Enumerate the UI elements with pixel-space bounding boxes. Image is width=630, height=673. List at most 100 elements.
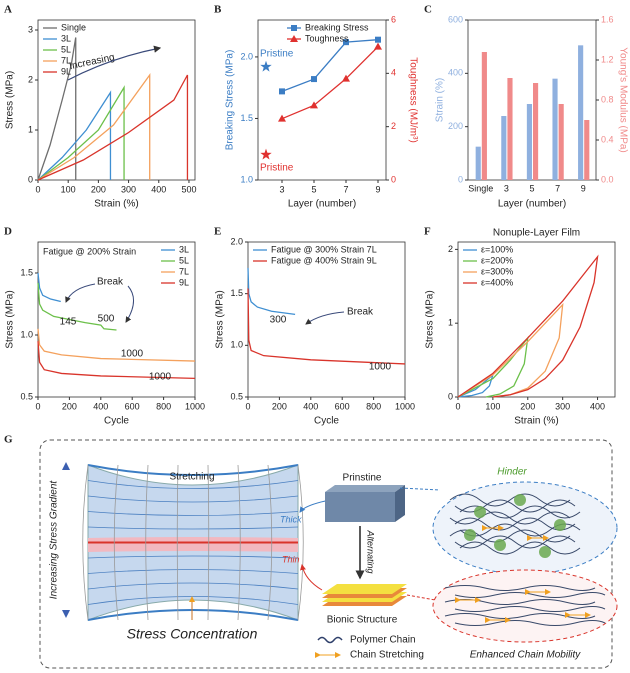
legend-label: 7L: [179, 266, 189, 276]
chart-panel: D 0.5 1.0 1.5 0 200 400 600 800 1000 Cycle Stress (…: [4, 226, 205, 427]
panel-label: B: [214, 4, 222, 16]
point: [375, 36, 381, 43]
chart-panel: C 0 200 400 600 0.0 0.4 0.8 1.2 1.6 Single 3 5 7 9 Laye…: [424, 4, 628, 210]
film-line: [87, 480, 299, 489]
panel-label: C: [424, 4, 432, 16]
legend-label: Single: [61, 22, 86, 32]
series-line: [457, 335, 529, 398]
legend-label: ε=300%: [481, 266, 513, 276]
chains: [444, 493, 606, 626]
x-tick-label: 1000: [185, 401, 205, 411]
y-tick-label: 200: [448, 121, 463, 131]
diagram-shape: [322, 584, 407, 594]
plot-frame: [457, 241, 616, 398]
y-tick-label: 0.5: [230, 391, 243, 401]
x-tick-label: 7: [555, 183, 560, 193]
panel-label: F: [424, 226, 431, 238]
concentration-label: Stress Concentration: [127, 626, 258, 642]
block-front: [325, 492, 395, 522]
panel-label: D: [4, 226, 12, 238]
film-vline: [82, 464, 89, 621]
polymer-chain-label: Polymer Chain: [350, 635, 416, 646]
arrow-head: [62, 610, 70, 618]
point: [310, 101, 318, 109]
point: [343, 39, 349, 46]
y2-tick-label: 2: [391, 121, 396, 131]
series-line: [37, 272, 61, 303]
crosslink: [474, 506, 486, 518]
mobility-label: Enhanced Chain Mobility: [470, 650, 582, 661]
y-tick-label: 1.0: [230, 340, 243, 350]
point: [342, 74, 350, 82]
hinder-label: Hinder: [497, 467, 527, 478]
x-axis-label: Strain (%): [94, 199, 138, 210]
arrow-head: [62, 462, 70, 470]
series-line: [37, 74, 189, 181]
legend-label: ε=100%: [481, 244, 513, 254]
y2-axis-label: Young's Modulus (MPa): [617, 47, 628, 152]
series-line: [37, 72, 151, 181]
bar: [584, 120, 590, 180]
x-tick-label: 3: [504, 183, 509, 193]
x-axis-label: Cycle: [314, 416, 339, 427]
film-vline: [145, 464, 149, 621]
crosslink: [464, 529, 476, 541]
bionic-label: Bionic Structure: [327, 615, 398, 626]
legend-label: ε=400%: [481, 277, 513, 287]
film-line: [87, 495, 299, 503]
legend-label: 9L: [179, 277, 189, 287]
x-tick-label: 0: [35, 184, 40, 194]
crosslink: [494, 539, 506, 551]
series-line: [281, 39, 379, 92]
film-line: [87, 464, 299, 476]
point: [311, 76, 317, 83]
y-tick-label: 1: [28, 124, 33, 134]
legend-label: 9L: [61, 66, 71, 76]
plot-frame: [37, 19, 196, 181]
x-tick-label: 9: [375, 184, 380, 194]
y-tick-label: 1.0: [20, 329, 33, 339]
pristine-label: Prinstine: [343, 473, 382, 484]
diagram-border: [39, 439, 613, 669]
film-vline: [267, 464, 273, 621]
y-tick-label: 0: [28, 174, 33, 184]
panel-label: E: [214, 226, 221, 238]
zoom-line: [399, 487, 441, 491]
block-side: [395, 485, 405, 522]
legend-label: 3L: [179, 244, 189, 254]
chain: [444, 585, 596, 591]
x-tick-label: 800: [366, 401, 381, 411]
bar: [481, 52, 487, 180]
legend-label: 5L: [61, 44, 71, 54]
y-tick-label: 600: [448, 14, 463, 24]
bar: [475, 146, 481, 180]
series-line: [457, 254, 599, 398]
chart-panel: E 0.5 1.0 1.5 2.0 0 200 400 600 800 1000 Cycle Stres…: [214, 226, 415, 427]
film-line: [87, 582, 299, 590]
series-line: [37, 282, 117, 331]
x-tick-label: 200: [520, 401, 535, 411]
point: [278, 114, 286, 122]
x-tick-label: 300: [121, 184, 136, 194]
series-line: [457, 302, 564, 398]
x-tick-label: 500: [181, 184, 196, 194]
x-tick-label: 600: [125, 401, 140, 411]
film-line: [87, 511, 299, 516]
chart-subtitle: Fatigue @ 200% Strain: [43, 246, 136, 256]
chain: [454, 535, 576, 549]
zoom-line: [406, 594, 436, 601]
x-tick-label: 300: [555, 401, 570, 411]
y-axis-label: Stress (MPa): [5, 71, 16, 129]
y-tick-label: 3: [28, 24, 33, 34]
plot-frame: [37, 241, 196, 398]
y2-tick-label: 1.2: [601, 54, 614, 64]
x-axis-label: Layer (number): [288, 199, 356, 210]
chain: [454, 517, 576, 531]
stretching-label: Stretching: [169, 472, 214, 483]
y-tick-label: 2: [28, 74, 33, 84]
plot-frame: [257, 19, 387, 181]
annotation-arrow: [125, 285, 134, 323]
y-tick-label: 2.0: [240, 51, 253, 61]
x-tick-label: 9: [581, 183, 586, 193]
